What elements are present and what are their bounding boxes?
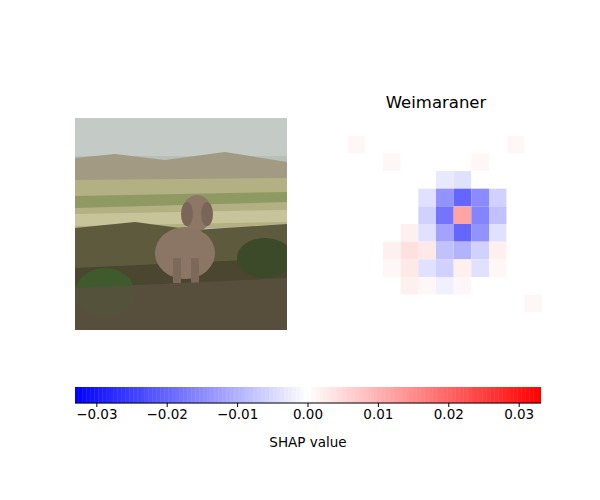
svg-text:−0.01: −0.01 bbox=[217, 406, 258, 422]
svg-text:0.03: 0.03 bbox=[504, 406, 534, 422]
html-text:Weimaraner: Weimaraner bbox=[385, 93, 487, 112]
svg-text:0.02: 0.02 bbox=[434, 406, 464, 422]
svg-text:−0.03: −0.03 bbox=[76, 406, 117, 422]
svg-text:SHAP value: SHAP value bbox=[269, 434, 346, 450]
svg-text:−0.02: −0.02 bbox=[147, 406, 188, 422]
svg-text:0.01: 0.01 bbox=[363, 406, 393, 422]
svg-text:0.00: 0.00 bbox=[293, 406, 323, 422]
